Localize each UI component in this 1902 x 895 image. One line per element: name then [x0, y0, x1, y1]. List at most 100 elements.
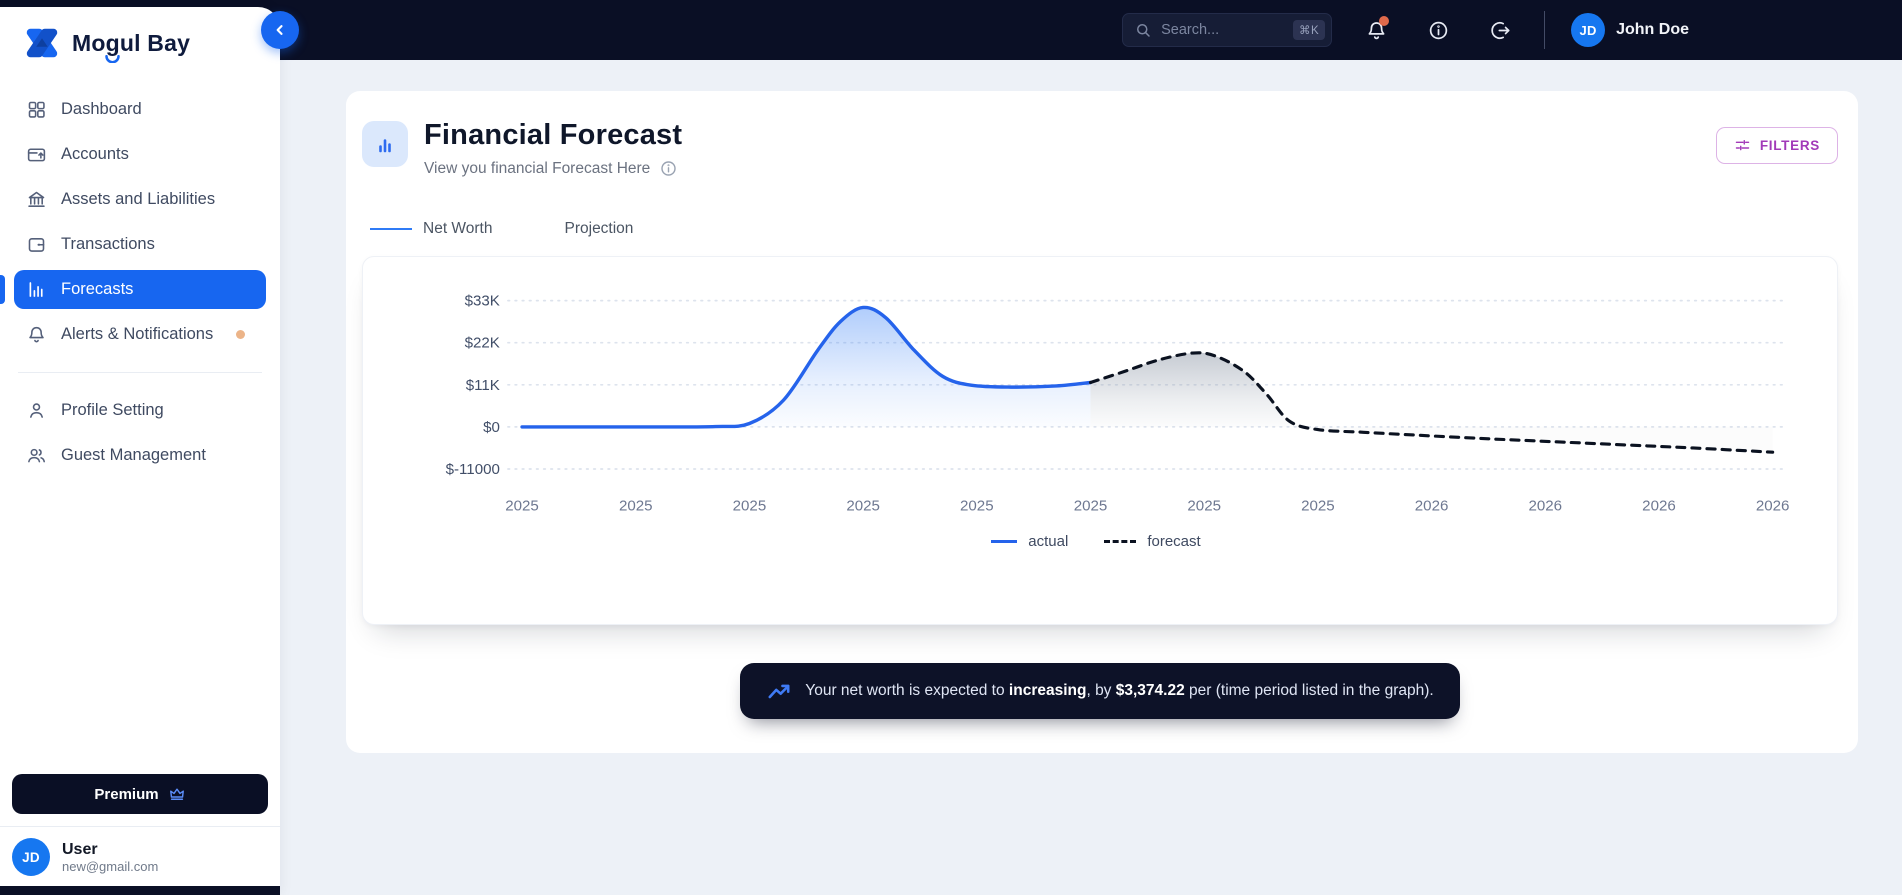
forecast-chart-card: $33K $22K $11K $0 $-11000 2025 2025 2025 2025 202…: [362, 256, 1838, 625]
page-title-block: Financial Forecast View you financial Fo…: [424, 119, 682, 178]
trending-up-icon: [768, 684, 790, 698]
page-subtitle: View you financial Forecast Here: [424, 159, 651, 177]
search-input[interactable]: Search... ⌘K: [1122, 13, 1333, 47]
bell-icon: [1368, 21, 1385, 39]
sidebar-item-label: Alerts & Notifications: [61, 325, 214, 343]
sidebar-nav: Dashboard Accounts Assets and Liabilitie…: [0, 87, 280, 357]
forecast-line-swatch: [1104, 539, 1137, 543]
actual-line-swatch: [991, 539, 1018, 543]
person-icon: [30, 403, 43, 418]
chart-legend: actual forecast: [371, 533, 1821, 550]
forecast-summary-banner: Your net worth is expected to increasing…: [740, 662, 1460, 719]
sidebar-item-label: Dashboard: [61, 100, 142, 118]
top-navbar: Search... ⌘K JD John Doe: [0, 0, 1902, 60]
svg-text:2025: 2025: [960, 498, 994, 515]
sidebar-bottom-strip: [0, 886, 280, 895]
sidebar-item-label: Forecasts: [61, 280, 134, 298]
user-avatar: JD: [1571, 13, 1606, 47]
logout-button[interactable]: [1482, 12, 1518, 48]
sidebar-item-accounts[interactable]: Accounts: [14, 135, 266, 174]
tab-label: Projection: [564, 220, 634, 237]
sidebar-item-label: Profile Setting: [61, 401, 164, 419]
info-icon: [1429, 21, 1447, 39]
sidebar-item-dashboard[interactable]: Dashboard: [14, 90, 266, 129]
search-shortcut-badge: ⌘K: [1292, 20, 1326, 40]
filters-button[interactable]: FILTERS: [1715, 127, 1838, 164]
sidebar-item-label: Assets and Liabilities: [61, 190, 216, 208]
wallet-icon: [28, 238, 45, 252]
chart-bars-icon: [379, 139, 391, 153]
legend-item-forecast[interactable]: forecast: [1104, 532, 1201, 550]
people-icon: [28, 448, 45, 463]
svg-text:2025: 2025: [733, 498, 767, 515]
svg-text:$0: $0: [483, 419, 500, 436]
sidebar-item-label: Guest Management: [61, 446, 206, 464]
main-content: Financial Forecast View you financial Fo…: [280, 0, 1902, 753]
forecast-chart: $33K $22K $11K $0 $-11000 2025 2025 2025 2025 202…: [446, 293, 1790, 515]
logout-icon: [1490, 21, 1510, 39]
brand-name: Mog ul Bay: [72, 30, 190, 63]
svg-text:2025: 2025: [1187, 498, 1221, 515]
legend-label: forecast: [1147, 532, 1201, 550]
svg-text:2026: 2026: [1528, 498, 1562, 515]
banner-text: Your net worth is expected to increasing…: [805, 681, 1434, 699]
brand-logo: Mog ul Bay: [0, 7, 280, 77]
sidebar-item-assets-liabilities[interactable]: Assets and Liabilities: [14, 180, 266, 219]
sidebar-item-profile-setting[interactable]: Profile Setting: [14, 391, 266, 430]
tab-label: Net Worth: [423, 220, 493, 237]
grid-icon: [28, 101, 45, 118]
svg-text:2025: 2025: [505, 498, 539, 515]
page-title-icon-tile: [362, 121, 408, 167]
sidebar-item-alerts-notifications[interactable]: Alerts & Notifications: [14, 315, 266, 354]
card-icon: [27, 148, 46, 162]
sidebar-user-card[interactable]: JD User new@gmail.com: [0, 826, 280, 886]
sidebar-collapse-button[interactable]: [261, 11, 299, 49]
sidebar-secondary-nav: Profile Setting Guest Management: [0, 388, 280, 478]
tab-net-worth[interactable]: Net Worth: [370, 220, 493, 238]
sidebar-user-avatar: JD: [12, 838, 50, 876]
sidebar-item-guest-management[interactable]: Guest Management: [14, 436, 266, 475]
net-worth-line-swatch: [370, 228, 412, 230]
info-icon[interactable]: [659, 159, 678, 178]
bar-chart-icon: [29, 282, 43, 297]
page-title: Financial Forecast: [424, 119, 683, 151]
svg-text:2025: 2025: [619, 498, 653, 515]
notifications-button[interactable]: [1358, 12, 1394, 48]
alerts-status-dot: [236, 330, 246, 339]
sidebar: Mog ul Bay Dashboard Accounts Assets and …: [0, 7, 299, 895]
search-icon: [1137, 24, 1150, 37]
info-button[interactable]: [1420, 12, 1456, 48]
svg-text:2025: 2025: [846, 498, 880, 515]
logo-smile-icon: [104, 54, 120, 63]
premium-button[interactable]: Premium: [12, 774, 268, 814]
svg-text:2025: 2025: [1074, 498, 1108, 515]
premium-label: Premium: [94, 785, 159, 803]
crown-icon: [169, 788, 184, 800]
search-placeholder: Search...: [1161, 22, 1220, 38]
bank-icon: [28, 191, 45, 207]
legend-item-actual[interactable]: actual: [991, 533, 1068, 550]
svg-text:2026: 2026: [1642, 498, 1676, 515]
user-menu[interactable]: JD John Doe: [1571, 13, 1689, 47]
brand-mark-icon: [26, 28, 58, 58]
sidebar-spacer: [0, 478, 280, 774]
navbar-divider: [1544, 11, 1546, 49]
filter-sliders-icon: [1735, 139, 1750, 151]
forecast-panel: Financial Forecast View you financial Fo…: [346, 91, 1858, 753]
sidebar-user-email: new@gmail.com: [62, 859, 159, 875]
legend-label: actual: [1028, 532, 1069, 550]
tab-projection[interactable]: Projection: [565, 220, 634, 238]
svg-text:2026: 2026: [1415, 498, 1449, 515]
filters-label: FILTERS: [1759, 138, 1820, 153]
bell-icon: [29, 326, 44, 343]
chevron-left-icon: [276, 25, 283, 35]
sidebar-divider: [18, 372, 262, 373]
chart-tabs: Net Worth Projection: [370, 220, 1838, 238]
sidebar-item-transactions[interactable]: Transactions: [14, 225, 266, 264]
svg-text:2025: 2025: [1301, 498, 1335, 515]
sidebar-item-label: Accounts: [61, 145, 129, 163]
svg-text:$22K: $22K: [465, 335, 500, 352]
sidebar-item-forecasts[interactable]: Forecasts: [0, 270, 266, 309]
notification-dot: [1379, 16, 1390, 26]
page-header: Financial Forecast View you financial Fo…: [362, 119, 1838, 178]
